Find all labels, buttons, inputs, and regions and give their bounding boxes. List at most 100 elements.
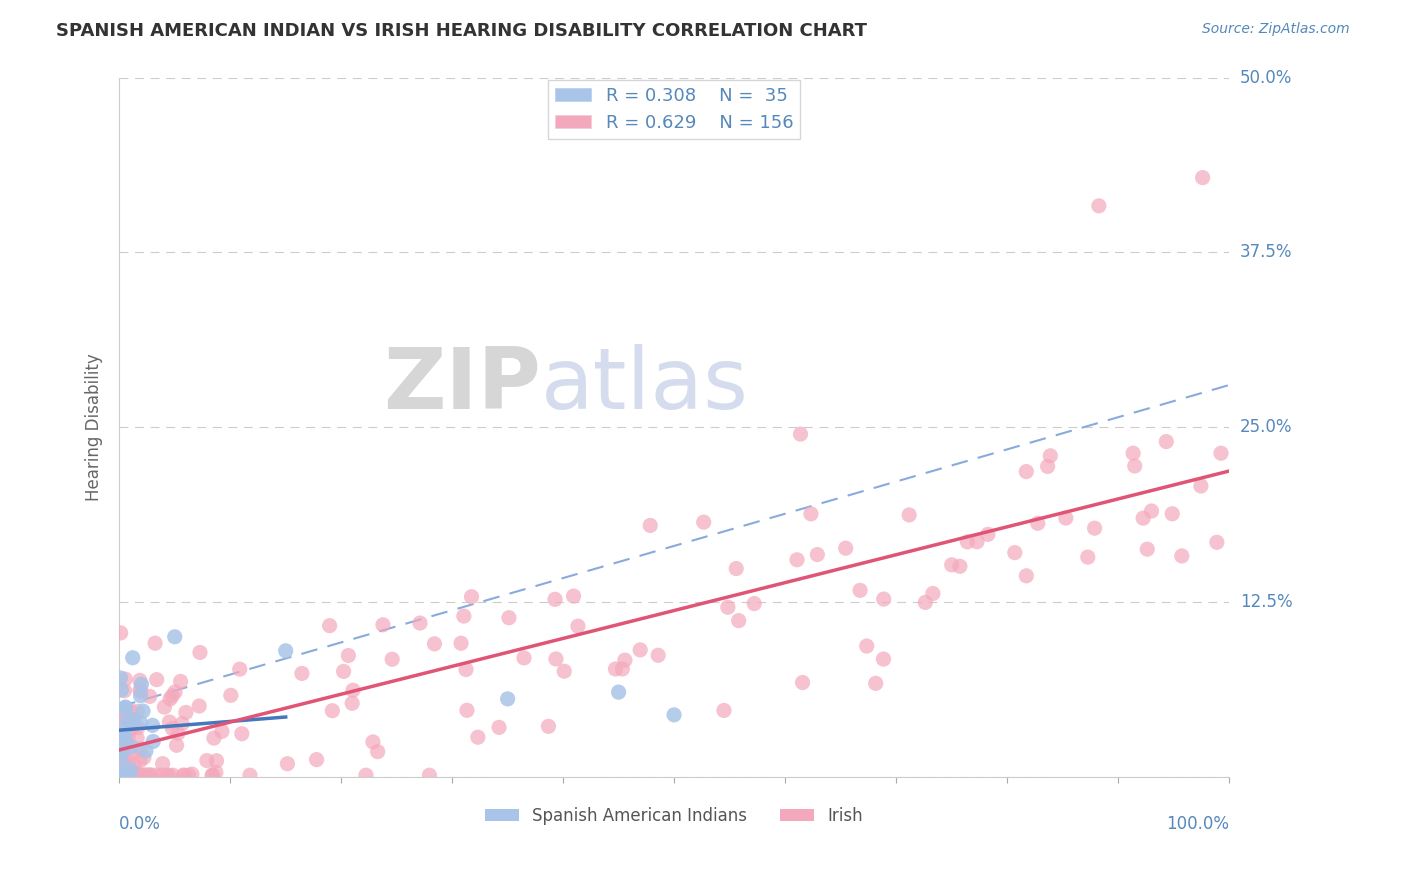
- Point: [381, 652, 404, 666]
- Point: [202, 731, 225, 745]
- Point: [361, 735, 384, 749]
- Text: 50.0%: 50.0%: [1240, 69, 1292, 87]
- Point: [117, 752, 139, 766]
- Point: [128, 673, 150, 688]
- Point: [467, 730, 489, 744]
- Point: [134, 768, 156, 782]
- Point: [121, 717, 143, 731]
- Point: [114, 672, 136, 686]
- Point: [117, 730, 139, 744]
- Point: [139, 690, 162, 704]
- Point: [977, 527, 1000, 541]
- Point: [786, 553, 808, 567]
- Point: [122, 713, 145, 727]
- Point: [142, 734, 165, 748]
- Point: [513, 651, 536, 665]
- Point: [162, 722, 184, 736]
- Point: [713, 703, 735, 717]
- Point: [1161, 507, 1184, 521]
- Point: [1171, 549, 1194, 563]
- Point: [163, 630, 186, 644]
- Point: [118, 768, 141, 782]
- Point: [110, 744, 132, 758]
- Point: [332, 665, 354, 679]
- Point: [120, 722, 142, 736]
- Point: [1088, 199, 1111, 213]
- Point: [205, 765, 228, 780]
- Point: [122, 758, 145, 772]
- Point: [129, 683, 152, 698]
- Point: [112, 768, 135, 782]
- Point: [638, 518, 661, 533]
- Point: [110, 768, 132, 782]
- Point: [662, 707, 685, 722]
- Point: [162, 689, 184, 703]
- Y-axis label: Hearing Disability: Hearing Disability: [86, 353, 103, 501]
- Point: [239, 768, 262, 782]
- Point: [111, 768, 134, 782]
- Point: [167, 726, 190, 740]
- Point: [121, 746, 143, 760]
- Point: [567, 619, 589, 633]
- Point: [367, 745, 389, 759]
- Point: [111, 746, 134, 760]
- Point: [177, 768, 200, 782]
- Point: [115, 720, 138, 734]
- Point: [132, 750, 155, 764]
- Text: SPANISH AMERICAN INDIAN VS IRISH HEARING DISABILITY CORRELATION CHART: SPANISH AMERICAN INDIAN VS IRISH HEARING…: [56, 22, 868, 40]
- Point: [128, 768, 150, 782]
- Point: [169, 674, 191, 689]
- Point: [143, 768, 166, 782]
- Point: [1004, 546, 1026, 560]
- Point: [318, 618, 340, 632]
- Point: [1077, 550, 1099, 565]
- Point: [1036, 459, 1059, 474]
- Point: [914, 595, 936, 609]
- Point: [114, 700, 136, 714]
- Point: [205, 754, 228, 768]
- Point: [201, 768, 224, 782]
- Point: [488, 720, 510, 734]
- Point: [321, 704, 343, 718]
- Point: [114, 683, 136, 698]
- Point: [966, 534, 988, 549]
- Point: [1191, 170, 1213, 185]
- Point: [150, 768, 173, 782]
- Point: [112, 728, 135, 742]
- Point: [110, 683, 132, 698]
- Point: [201, 768, 224, 782]
- Point: [849, 583, 872, 598]
- Point: [129, 689, 152, 703]
- Point: [108, 738, 131, 752]
- Point: [1054, 511, 1077, 525]
- Point: [108, 737, 131, 751]
- Point: [162, 768, 184, 782]
- Point: [110, 671, 132, 685]
- Point: [865, 676, 887, 690]
- Point: [544, 592, 567, 607]
- Point: [108, 744, 131, 758]
- Point: [647, 648, 669, 663]
- Point: [949, 559, 972, 574]
- Point: [873, 592, 896, 607]
- Point: [453, 609, 475, 624]
- Point: [118, 704, 141, 718]
- Point: [409, 615, 432, 630]
- Point: [898, 508, 921, 522]
- Point: [117, 713, 139, 727]
- Point: [1189, 479, 1212, 493]
- Point: [132, 704, 155, 718]
- Point: [211, 724, 233, 739]
- Text: 37.5%: 37.5%: [1240, 244, 1292, 261]
- Point: [612, 662, 634, 676]
- Point: [1132, 511, 1154, 525]
- Point: [174, 706, 197, 720]
- Point: [157, 714, 180, 729]
- Legend: Spanish American Indians, Irish: Spanish American Indians, Irish: [479, 800, 869, 831]
- Point: [274, 644, 297, 658]
- Point: [108, 732, 131, 747]
- Point: [110, 759, 132, 773]
- Point: [110, 626, 132, 640]
- Point: [135, 744, 157, 758]
- Point: [229, 662, 252, 676]
